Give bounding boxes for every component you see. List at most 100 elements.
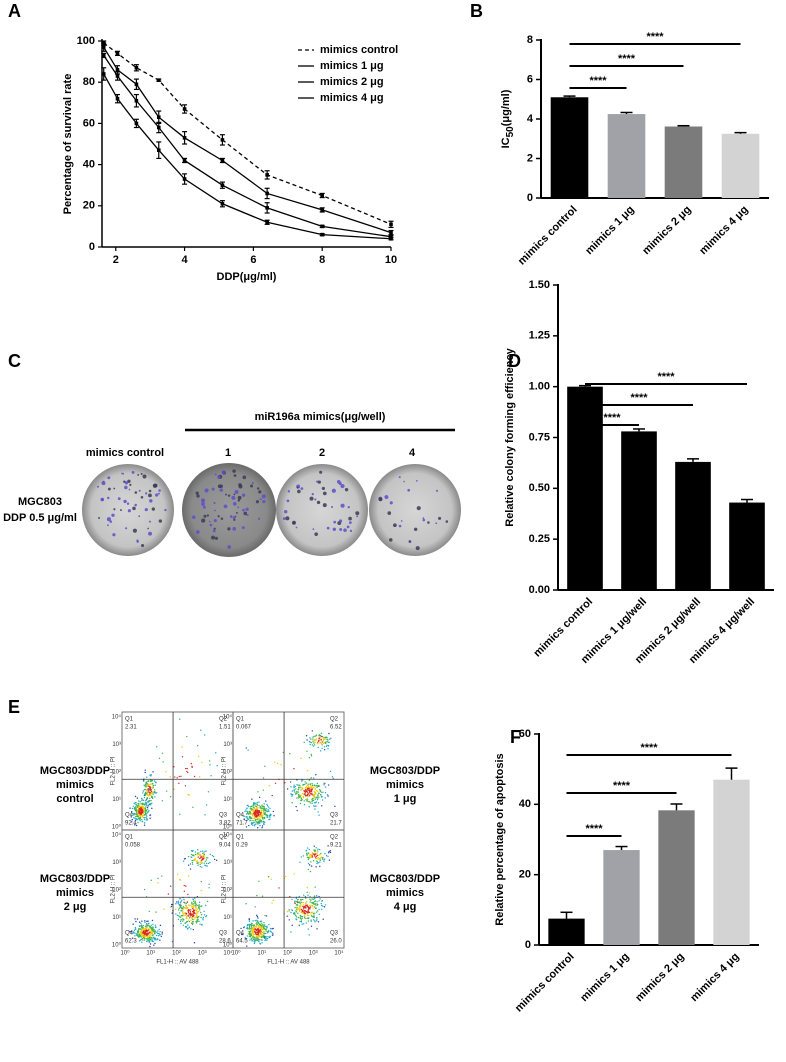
quadrant-name: Q4 — [236, 931, 245, 937]
y-tick-label: 10² — [112, 888, 121, 894]
event-dot — [143, 784, 145, 786]
colony — [145, 492, 148, 495]
event-dot — [315, 792, 317, 795]
event-dot — [178, 907, 180, 909]
event-dot — [191, 901, 193, 904]
event-dot — [300, 908, 303, 911]
event-dot — [295, 916, 298, 918]
event-dot — [149, 789, 151, 791]
error-bar — [741, 498, 753, 503]
event-dot — [254, 931, 256, 933]
event-dot — [278, 887, 280, 889]
event-dot — [253, 925, 255, 927]
event-dot — [321, 904, 323, 907]
x-tick-label: 10⁰ — [231, 950, 241, 957]
colony — [214, 473, 217, 476]
event-dot — [182, 913, 185, 915]
event-dot — [257, 931, 259, 933]
event-dot — [180, 901, 182, 903]
event-dot — [273, 815, 275, 817]
colony — [237, 495, 242, 500]
event-dot — [328, 738, 331, 740]
event-dot — [266, 803, 268, 806]
colony — [314, 532, 319, 536]
event-dot — [298, 910, 301, 913]
event-dot — [171, 912, 173, 914]
event-dot — [253, 821, 255, 824]
event-dot — [299, 861, 301, 864]
event-dot — [254, 920, 256, 922]
event-dot — [297, 797, 300, 799]
event-dot — [321, 747, 323, 750]
event-dot — [182, 908, 185, 910]
event-dot — [294, 785, 296, 788]
event-dot — [205, 865, 207, 867]
event-dot — [250, 933, 252, 936]
event-dot — [270, 931, 273, 933]
event-dot — [296, 809, 298, 812]
error-bar — [687, 458, 699, 462]
event-dot — [312, 919, 315, 921]
event-dot — [146, 815, 148, 817]
event-dot — [131, 807, 134, 810]
quadrant-value: 26.0 — [330, 939, 342, 945]
colony — [121, 472, 123, 475]
event-dot — [190, 856, 192, 858]
event-dot — [252, 929, 255, 932]
event-dot — [265, 814, 268, 816]
event-dot — [314, 741, 316, 743]
event-dot — [148, 788, 150, 791]
event-dot — [150, 790, 153, 793]
event-dot — [296, 790, 298, 793]
event-dot — [192, 900, 195, 903]
event-dot — [140, 806, 142, 809]
event-dot — [264, 813, 266, 815]
colony — [347, 506, 350, 509]
error-bar — [670, 803, 683, 811]
event-dot — [256, 813, 258, 815]
event-dot — [313, 744, 316, 746]
event-dot — [291, 898, 293, 901]
event-dot — [184, 785, 187, 787]
event-dot — [260, 939, 262, 941]
colony — [262, 499, 266, 504]
event-dot — [133, 929, 136, 932]
event-dot — [271, 902, 273, 904]
event-dot — [135, 813, 138, 816]
event-dot — [150, 780, 153, 782]
event-dot — [146, 776, 148, 778]
event-dot — [216, 765, 218, 767]
event-dot — [203, 910, 205, 913]
event-dot — [137, 936, 140, 938]
event-dot — [307, 928, 309, 930]
event-dot — [191, 905, 194, 907]
event-dot — [151, 934, 153, 937]
event-dot — [189, 915, 192, 917]
event-dot — [259, 920, 262, 923]
event-dot — [142, 792, 144, 794]
event-dot — [261, 926, 263, 928]
event-dot — [205, 857, 208, 859]
event-dot — [300, 797, 303, 800]
event-dot — [257, 926, 259, 928]
event-dot — [182, 910, 184, 913]
event-dot — [306, 784, 308, 787]
event-dot — [306, 905, 308, 907]
event-dot — [271, 934, 274, 936]
event-dot — [323, 784, 325, 786]
event-dot — [308, 794, 311, 797]
colony — [107, 524, 109, 527]
point — [265, 191, 269, 196]
event-dot — [295, 792, 297, 794]
colony — [340, 484, 345, 489]
event-dot — [310, 899, 312, 901]
event-dot — [246, 945, 248, 947]
event-dot — [141, 937, 144, 940]
event-dot — [263, 936, 266, 938]
event-dot — [182, 860, 185, 862]
event-dot — [320, 852, 322, 855]
event-dot — [265, 937, 267, 939]
event-dot — [136, 933, 139, 935]
event-dot — [139, 925, 141, 927]
event-dot — [143, 937, 145, 939]
